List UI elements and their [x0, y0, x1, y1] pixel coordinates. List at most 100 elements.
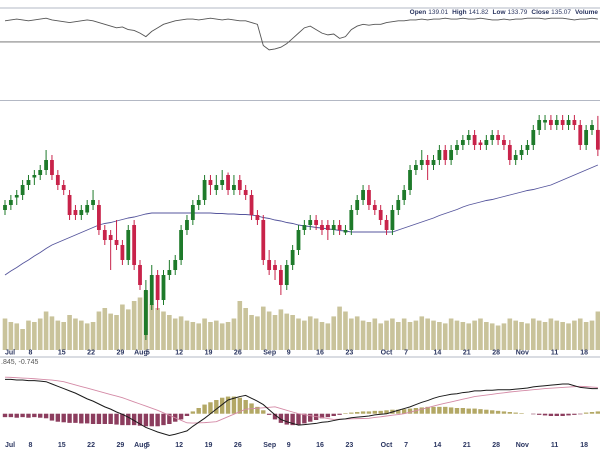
- histogram-bar: [278, 413, 284, 423]
- histogram-bar: [355, 412, 360, 414]
- histogram-bar: [566, 413, 571, 416]
- x-tick-label: 11: [551, 442, 559, 449]
- candle-body: [320, 225, 324, 230]
- histogram-bar: [425, 406, 430, 414]
- x-tick-label: 23: [345, 349, 353, 356]
- candle-body: [496, 135, 500, 140]
- x-tick-label: 19: [205, 349, 213, 356]
- x-tick-label: Sep: [263, 349, 276, 356]
- histogram-bar: [290, 413, 295, 426]
- histogram-bar: [14, 413, 19, 418]
- candle-body: [325, 225, 330, 230]
- candle-body: [302, 225, 307, 230]
- candle-body: [55, 175, 60, 185]
- volume-bar: [278, 309, 284, 350]
- candle-body: [179, 230, 183, 260]
- volume-bar: [495, 325, 501, 350]
- histogram-bar: [542, 413, 548, 416]
- candle-body: [507, 145, 512, 160]
- volume-bar: [172, 318, 178, 350]
- x-tick-label: 18: [580, 442, 588, 449]
- volume-bar: [296, 318, 301, 350]
- histogram-bar: [296, 413, 301, 425]
- candle-body: [243, 190, 248, 195]
- candle-body: [108, 235, 113, 240]
- volume-bar: [572, 320, 577, 350]
- volume-bar: [20, 329, 25, 350]
- x-tick-label: Nov: [516, 442, 529, 449]
- candle-body: [102, 230, 107, 240]
- candle-body: [595, 129, 600, 150]
- histogram-bar: [396, 409, 401, 414]
- volume-bar: [454, 320, 460, 350]
- candle-body: [237, 180, 242, 190]
- candle-body: [502, 140, 506, 145]
- candle-body: [408, 170, 412, 190]
- volume-bar: [55, 320, 61, 350]
- x-tick-label: 5: [146, 349, 150, 356]
- histogram-bar: [178, 413, 184, 420]
- volume-bar: [255, 316, 260, 350]
- header-label: Close: [531, 9, 549, 16]
- candle-body: [425, 160, 430, 165]
- volume-bar: [577, 318, 583, 350]
- volume-bar: [272, 315, 278, 350]
- volume-bar: [354, 316, 360, 350]
- candle-body: [343, 230, 348, 233]
- candle-body: [537, 120, 542, 130]
- x-tick-label: Aug: [134, 442, 148, 449]
- header-value: 141.82: [469, 9, 489, 16]
- candle-body: [584, 130, 589, 145]
- histogram-bar: [360, 411, 366, 414]
- histogram-bar: [26, 413, 31, 418]
- histogram-bar: [137, 413, 143, 426]
- header-label: High: [452, 9, 466, 16]
- x-tick-label: 7: [404, 442, 408, 449]
- candle-body: [466, 135, 471, 140]
- histogram-bar: [108, 413, 113, 424]
- histogram-bar: [55, 413, 61, 422]
- histogram-bar: [548, 413, 554, 416]
- histogram-bar: [8, 413, 14, 418]
- volume-bar: [26, 320, 31, 350]
- histogram-bar: [231, 396, 237, 414]
- histogram-bar: [448, 407, 454, 414]
- header-label: Volume: [575, 9, 598, 16]
- x-tick-label: 21: [463, 349, 471, 356]
- histogram-bar: [431, 406, 436, 414]
- histogram-bar: [583, 412, 589, 414]
- histogram-bar: [61, 413, 66, 423]
- candle-body: [214, 185, 219, 190]
- candle-body: [26, 180, 31, 185]
- histogram-bar: [443, 406, 448, 414]
- histogram-bar: [495, 410, 501, 414]
- header-value: 139.01: [428, 9, 448, 16]
- histogram-bar: [126, 413, 131, 426]
- candle-body: [449, 150, 454, 160]
- candle-body: [126, 230, 131, 260]
- volume-bar: [307, 316, 313, 350]
- volume-bar: [102, 308, 108, 350]
- candle-body: [38, 170, 43, 175]
- candle-body: [331, 225, 336, 230]
- volume-bar: [360, 320, 366, 350]
- histogram-bar: [437, 406, 442, 414]
- volume-bar: [378, 323, 383, 350]
- volume-bar: [137, 297, 143, 350]
- candle-body: [578, 125, 583, 145]
- histogram-bar: [284, 413, 289, 425]
- candle-body: [284, 265, 289, 285]
- candle-body: [560, 120, 565, 125]
- volume-bar: [90, 322, 96, 350]
- candle-body: [314, 220, 319, 225]
- macd-label: .845, -0.745: [1, 359, 38, 366]
- histogram-bar: [225, 396, 231, 414]
- candle-body: [196, 200, 201, 205]
- x-tick-label: 5: [146, 442, 150, 449]
- histogram-bar: [120, 413, 125, 426]
- volume-bar: [49, 316, 55, 350]
- candle-body: [478, 142, 483, 145]
- moving-average-line: [4, 164, 599, 276]
- volume-bar: [290, 315, 295, 350]
